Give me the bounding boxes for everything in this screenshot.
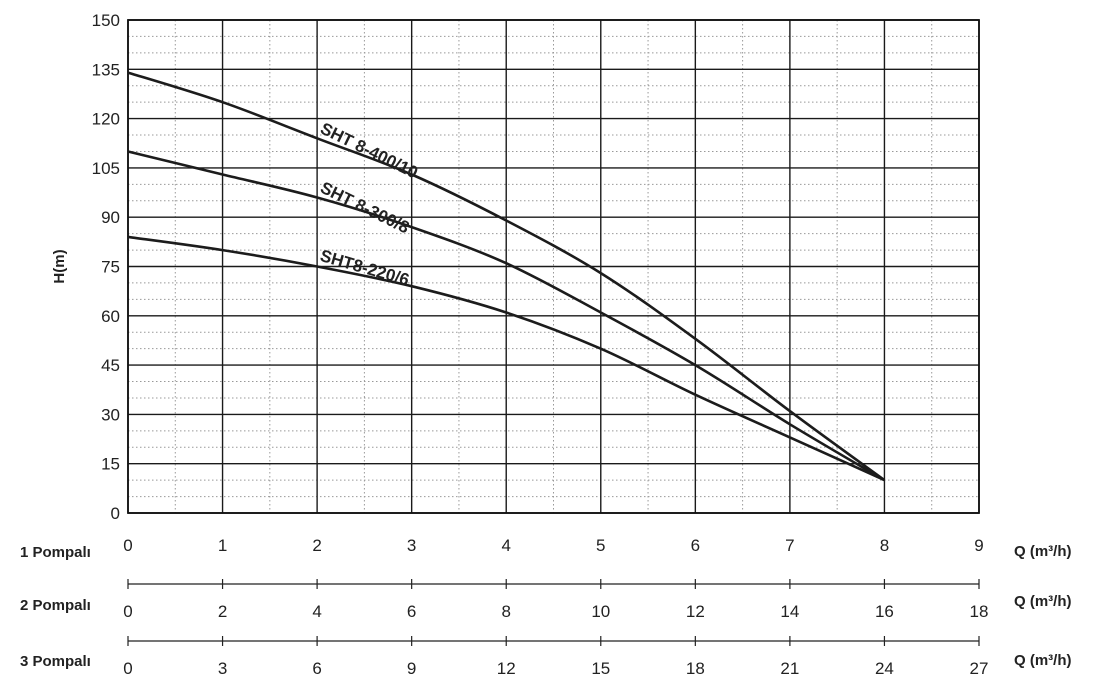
plot-border xyxy=(127,19,980,514)
pump-curve-line xyxy=(127,235,885,482)
x-tick-label: 4 xyxy=(312,602,321,621)
x-tick-label: 21 xyxy=(780,659,799,678)
x-axis-row: 0 3 6 9 12 15 18 21 24 27 3 Pompalı Q (m³/h) xyxy=(20,636,1072,678)
x-tick-label: 0 xyxy=(123,659,132,678)
y-tick-label: 60 xyxy=(101,307,120,326)
x-tick-label: 1 xyxy=(218,536,227,555)
x-tick-label: 9 xyxy=(974,536,983,555)
x-tick-label: 2 xyxy=(312,536,321,555)
curve-label: SHT 8-400/10 xyxy=(317,119,420,182)
x-tick-label: 9 xyxy=(407,659,416,678)
x-tick-label: 3 xyxy=(407,536,416,555)
y-tick-label: 135 xyxy=(92,60,120,79)
x-tick-label: 16 xyxy=(875,602,894,621)
y-tick-label: 105 xyxy=(92,159,120,178)
y-tick-label: 90 xyxy=(101,208,120,227)
x-axis-row: 0 1 2 3 4 5 6 7 8 9 1 Pompalı Q (m³/h) xyxy=(20,536,1072,561)
x-tick-label: 8 xyxy=(880,536,889,555)
x-tick-label: 12 xyxy=(497,659,516,678)
major-grid xyxy=(127,19,980,514)
y-axis-ticks: 0 15 30 45 60 75 90 105 120 135 150 xyxy=(92,11,120,523)
y-axis-label: H(m) xyxy=(51,249,68,283)
x-tick-label: 8 xyxy=(501,602,510,621)
y-tick-label: 120 xyxy=(92,110,120,129)
x-tick-label: 2 xyxy=(218,602,227,621)
flow-unit-label: Q (m³/h) xyxy=(1014,652,1072,669)
x-axis-row: 0 2 4 6 8 10 12 14 16 18 2 Pompalı Q (m³/h) xyxy=(20,579,1072,621)
minor-grid xyxy=(128,20,979,513)
x-tick-label: 6 xyxy=(312,659,321,678)
flow-unit-label: Q (m³/h) xyxy=(1014,593,1072,610)
x-tick-label: 18 xyxy=(970,602,989,621)
y-tick-label: 150 xyxy=(92,11,120,30)
y-tick-label: 75 xyxy=(101,258,120,277)
x-tick-label: 15 xyxy=(591,659,610,678)
x-tick-label: 18 xyxy=(686,659,705,678)
x-tick-label: 27 xyxy=(970,659,989,678)
pump-curve-line xyxy=(127,71,886,482)
x-tick-label: 0 xyxy=(123,602,132,621)
x-tick-label: 3 xyxy=(218,659,227,678)
x-tick-label: 4 xyxy=(501,536,510,555)
x-tick-label: 5 xyxy=(596,536,605,555)
pump-count-label: 2 Pompalı xyxy=(20,597,91,614)
x-axes: 0 1 2 3 4 5 6 7 8 91 Pompalı Q (m³/h)0 2 4 6 8 10 12 14 16… xyxy=(20,536,1072,678)
x-tick-label: 6 xyxy=(691,536,700,555)
pump-curve-line xyxy=(127,150,886,482)
x-tick-label: 24 xyxy=(875,659,894,678)
y-tick-label: 30 xyxy=(101,405,120,424)
flow-unit-label: Q (m³/h) xyxy=(1014,543,1072,560)
pump-count-label: 1 Pompalı xyxy=(20,544,91,561)
x-tick-label: 14 xyxy=(780,602,799,621)
x-tick-label: 10 xyxy=(591,602,610,621)
plot-frame xyxy=(127,19,980,514)
y-tick-label: 15 xyxy=(101,455,120,474)
y-tick-label: 0 xyxy=(111,504,120,523)
x-tick-label: 0 xyxy=(123,536,132,555)
x-tick-label: 12 xyxy=(686,602,705,621)
pump-count-label: 3 Pompalı xyxy=(20,653,91,670)
x-tick-label: 6 xyxy=(407,602,416,621)
y-tick-label: 45 xyxy=(101,356,120,375)
x-tick-label: 7 xyxy=(785,536,794,555)
